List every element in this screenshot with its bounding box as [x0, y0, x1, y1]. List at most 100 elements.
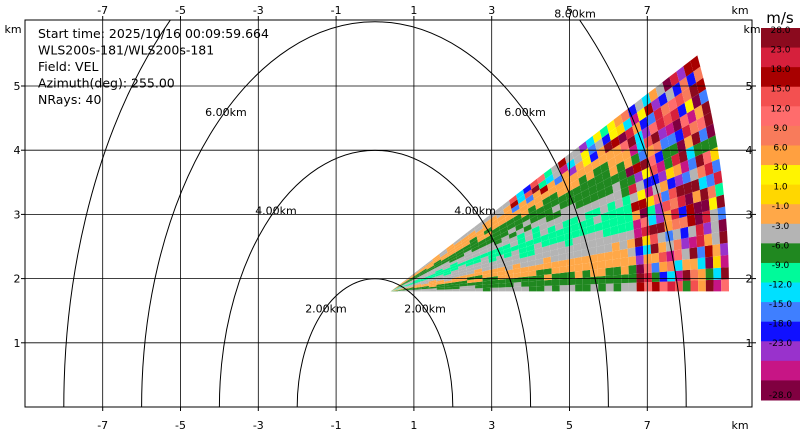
sector-cell	[574, 270, 583, 279]
sector-cell	[390, 286, 398, 292]
sector-cell	[405, 284, 414, 287]
sector-cell	[558, 253, 567, 261]
sector-cell	[453, 240, 462, 248]
sector-cell	[564, 232, 573, 241]
sector-cell	[558, 193, 567, 204]
sector-cell	[489, 260, 497, 267]
sector-cell	[656, 221, 666, 234]
sector-cell	[535, 252, 544, 260]
sector-cell	[390, 286, 398, 292]
sector-cell	[458, 264, 466, 270]
sector-cell	[413, 284, 422, 288]
sector-cell	[474, 271, 483, 277]
sector-cell	[390, 287, 398, 292]
sector-cell	[458, 266, 467, 272]
sector-cell	[489, 214, 498, 224]
sector-cell	[581, 188, 590, 200]
colorbar-swatch	[761, 125, 800, 146]
sector-cell	[611, 233, 620, 244]
sector-cell	[509, 235, 518, 244]
sector-cell	[557, 240, 566, 249]
sector-cell	[630, 200, 640, 213]
sector-cell	[654, 150, 664, 164]
x-tick-label-bottom: 5	[566, 419, 573, 432]
sector-cell	[390, 288, 399, 292]
sector-cell	[712, 243, 721, 257]
sector-cell	[603, 235, 612, 245]
sector-cell	[582, 195, 592, 206]
x-tick-label-bottom: -7	[97, 419, 108, 432]
sector-cell	[498, 279, 506, 284]
sector-cell	[662, 199, 671, 213]
colorbar-tick-label: -15.0	[769, 300, 793, 310]
sector-cell	[397, 282, 405, 288]
sector-cell	[623, 156, 633, 170]
sector-cell	[544, 274, 552, 281]
sector-cell	[512, 263, 521, 270]
sector-cell	[498, 287, 506, 292]
sector-cell	[405, 278, 413, 284]
sector-cell	[456, 253, 465, 260]
sector-cell	[572, 236, 581, 246]
sector-cell	[559, 199, 568, 210]
sector-cell	[517, 194, 526, 204]
sector-cell	[413, 287, 422, 289]
sector-cell	[435, 268, 443, 274]
sector-cell	[466, 273, 475, 278]
sector-cell	[390, 289, 399, 292]
sector-cell	[609, 217, 618, 228]
sector-cell	[665, 240, 675, 252]
sector-cell	[620, 139, 630, 153]
x-tick-label-top: -1	[331, 4, 342, 17]
sector-cell	[481, 262, 490, 269]
sector-cell	[432, 253, 440, 261]
sector-cell	[672, 228, 682, 241]
sector-cell	[398, 288, 406, 291]
sector-cell	[450, 261, 458, 268]
sector-cell	[459, 288, 468, 292]
sector-cell	[650, 130, 660, 145]
sector-cell	[462, 243, 471, 251]
sector-cell	[594, 222, 603, 232]
sector-cell	[683, 181, 693, 195]
sector-cell	[411, 270, 419, 277]
sector-cell	[413, 290, 422, 292]
sector-cell	[420, 280, 429, 284]
sector-cell	[490, 283, 499, 288]
colorbar-unit: m/s	[766, 9, 794, 27]
sector-cell	[585, 169, 595, 182]
sector-cell	[570, 222, 580, 232]
sector-cell	[461, 235, 469, 243]
sector-cell	[559, 163, 569, 175]
sector-cell	[427, 270, 436, 275]
sector-cell	[541, 190, 550, 201]
sector-cell	[615, 122, 626, 136]
sector-cell	[449, 257, 457, 263]
sector-cell	[405, 279, 413, 284]
sector-cell	[466, 264, 474, 270]
sector-cell	[556, 187, 566, 198]
colorbar-swatch	[761, 302, 800, 323]
sector-cell	[704, 161, 714, 176]
sector-cell	[511, 204, 520, 214]
sector-cell	[467, 288, 476, 292]
sector-cell	[566, 264, 575, 273]
sector-cell	[436, 289, 445, 292]
sector-cell	[528, 270, 537, 277]
sector-cell	[521, 276, 529, 282]
sector-cell	[696, 116, 706, 132]
sector-cell	[600, 161, 610, 174]
sector-cell	[578, 174, 588, 186]
sector-cell	[604, 251, 613, 261]
sector-cell	[620, 109, 630, 123]
sector-cell	[589, 150, 599, 163]
sector-cell	[571, 229, 580, 239]
sector-cell	[609, 164, 618, 177]
sector-cell	[557, 247, 566, 255]
sector-cell	[457, 261, 466, 267]
sector-cell	[447, 247, 456, 255]
sector-cell	[512, 258, 521, 265]
sector-cell	[502, 243, 511, 251]
sector-cell	[721, 279, 729, 292]
sector-cell	[390, 290, 399, 292]
